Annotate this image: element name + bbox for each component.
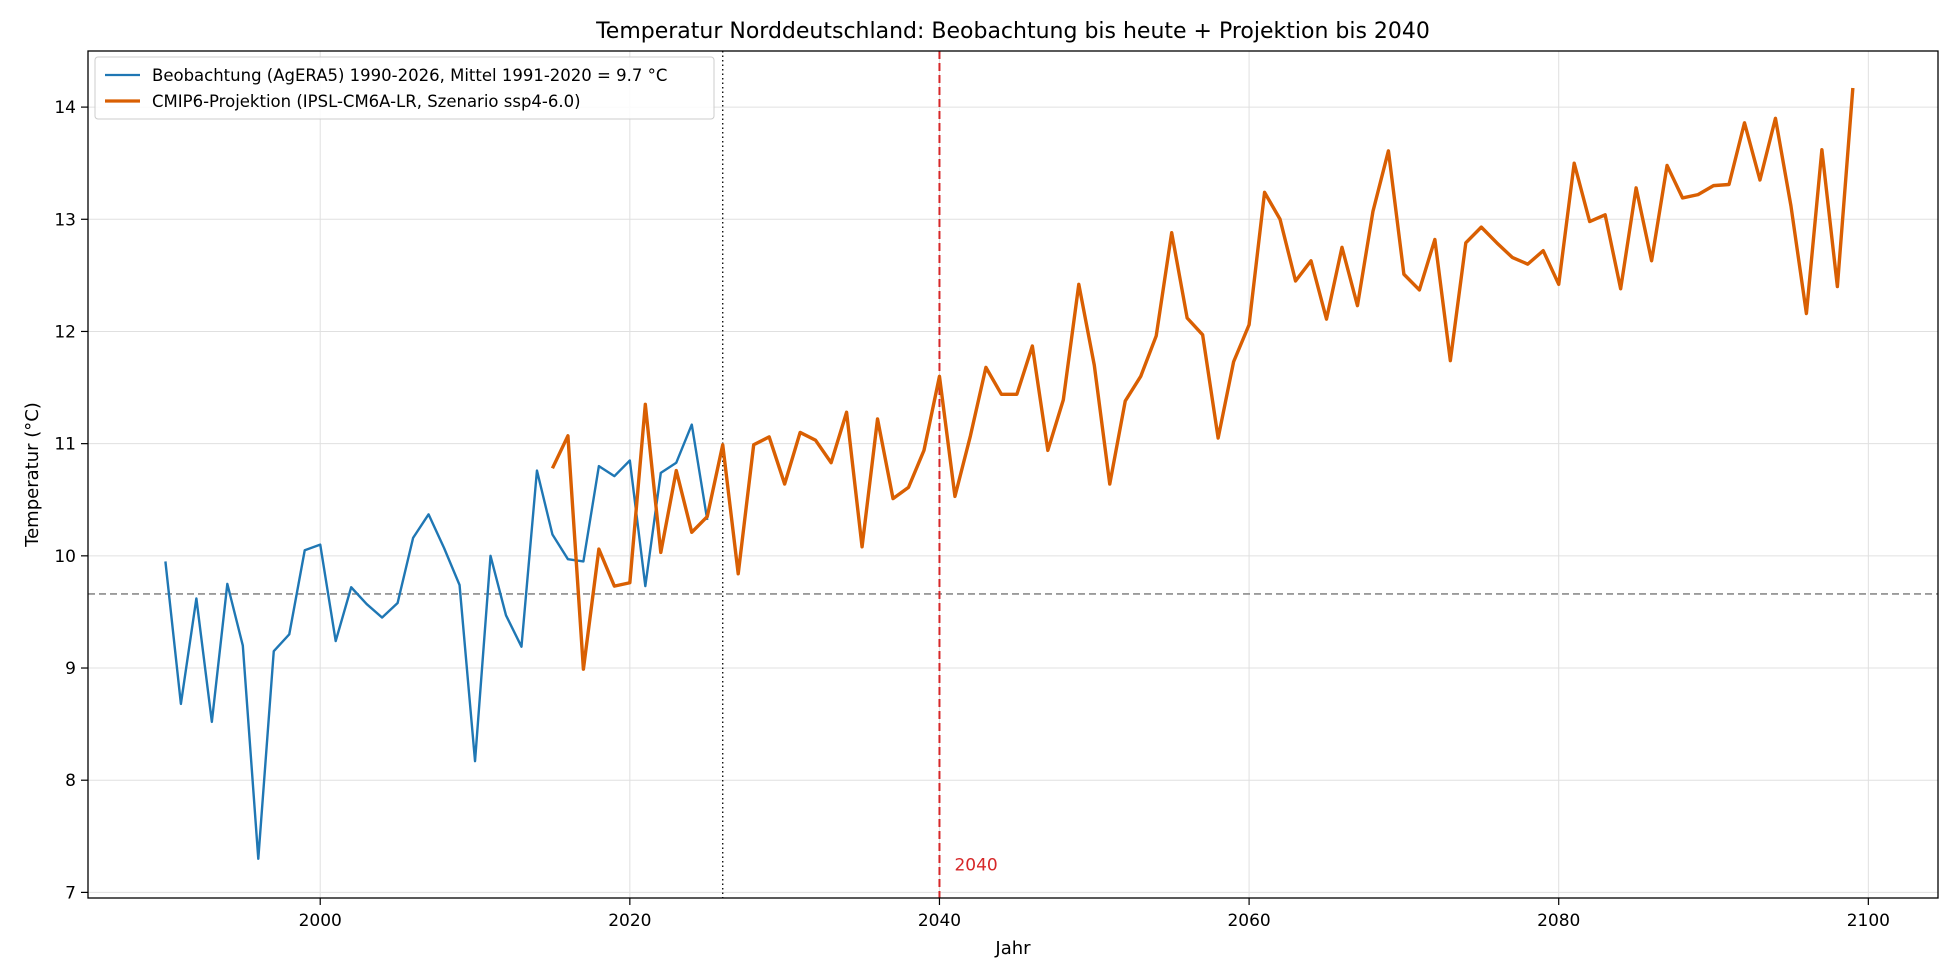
series-line-projection <box>550 87 1855 671</box>
x-tick-label: 2060 <box>1227 911 1270 931</box>
y-tick-label: 11 <box>54 435 76 455</box>
series-line-observation <box>164 423 709 860</box>
reference-lines <box>88 51 1938 898</box>
x-axis-label: Jahr <box>994 938 1031 959</box>
y-tick-label: 13 <box>54 210 76 230</box>
y-tick-label: 7 <box>65 883 76 903</box>
series-lines <box>164 87 1855 860</box>
legend: Beobachtung (AgERA5) 1990-2026, Mittel 1… <box>94 56 715 120</box>
y-tick-label: 9 <box>65 659 76 679</box>
legend-box <box>94 56 715 120</box>
target-year-annotation: 2040 <box>954 855 997 875</box>
y-axis-label: Temperatur (°C) <box>22 402 43 548</box>
x-tick-label: 2100 <box>1847 911 1890 931</box>
x-tick-label: 2040 <box>918 911 961 931</box>
y-tick-label: 12 <box>54 322 76 342</box>
y-tick-label: 8 <box>65 771 76 791</box>
x-tick-label: 2080 <box>1537 911 1580 931</box>
legend-label-projection: CMIP6-Projektion (IPSL-CM6A-LR, Szenario… <box>152 92 581 111</box>
legend-label-observation: Beobachtung (AgERA5) 1990-2026, Mittel 1… <box>152 66 667 85</box>
chart-title: Temperatur Norddeutschland: Beobachtung … <box>595 19 1430 44</box>
x-tick-label: 2000 <box>299 911 342 931</box>
axis-ticks: 2000 2020 2040 2060 2080 2100 7 8 9 10 11 12 13 14 <box>54 98 1890 931</box>
x-tick-label: 2020 <box>608 911 651 931</box>
y-tick-label: 14 <box>54 98 76 118</box>
plot-frame <box>87 50 1939 899</box>
y-tick-label: 10 <box>54 547 76 567</box>
